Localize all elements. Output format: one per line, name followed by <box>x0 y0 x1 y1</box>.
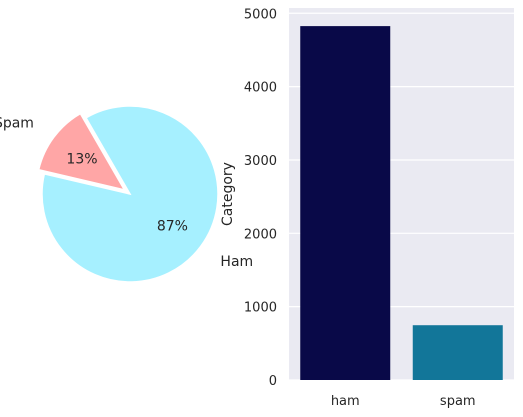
y-tick-label: 4000 <box>244 81 277 96</box>
pie-label-ham: Ham <box>220 254 253 270</box>
y-tick-label: 2000 <box>244 227 277 242</box>
x-tick-label-ham: ham <box>331 394 360 409</box>
y-axis-label: Category <box>220 162 236 226</box>
pie-percent-spam: 13% <box>66 151 97 167</box>
pie-chart: Spam 13% Ham 87% <box>0 106 253 282</box>
y-tick-label: 3000 <box>244 154 277 169</box>
pie-percent-ham: 87% <box>157 218 188 234</box>
y-axis-ticks: 0 1000 2000 3000 4000 5000 <box>244 7 277 389</box>
y-tick-label: 1000 <box>244 301 277 316</box>
pie-label-spam: Spam <box>0 116 34 132</box>
x-axis-ticks: ham spam <box>331 394 476 409</box>
x-tick-label-spam: spam <box>440 394 476 409</box>
bar-spam <box>413 325 503 380</box>
bar-ham <box>300 26 390 380</box>
y-tick-label: 5000 <box>244 7 277 22</box>
bar-chart: 0 1000 2000 3000 4000 5000 ham spam Category <box>220 7 514 409</box>
y-tick-label: 0 <box>269 374 277 389</box>
